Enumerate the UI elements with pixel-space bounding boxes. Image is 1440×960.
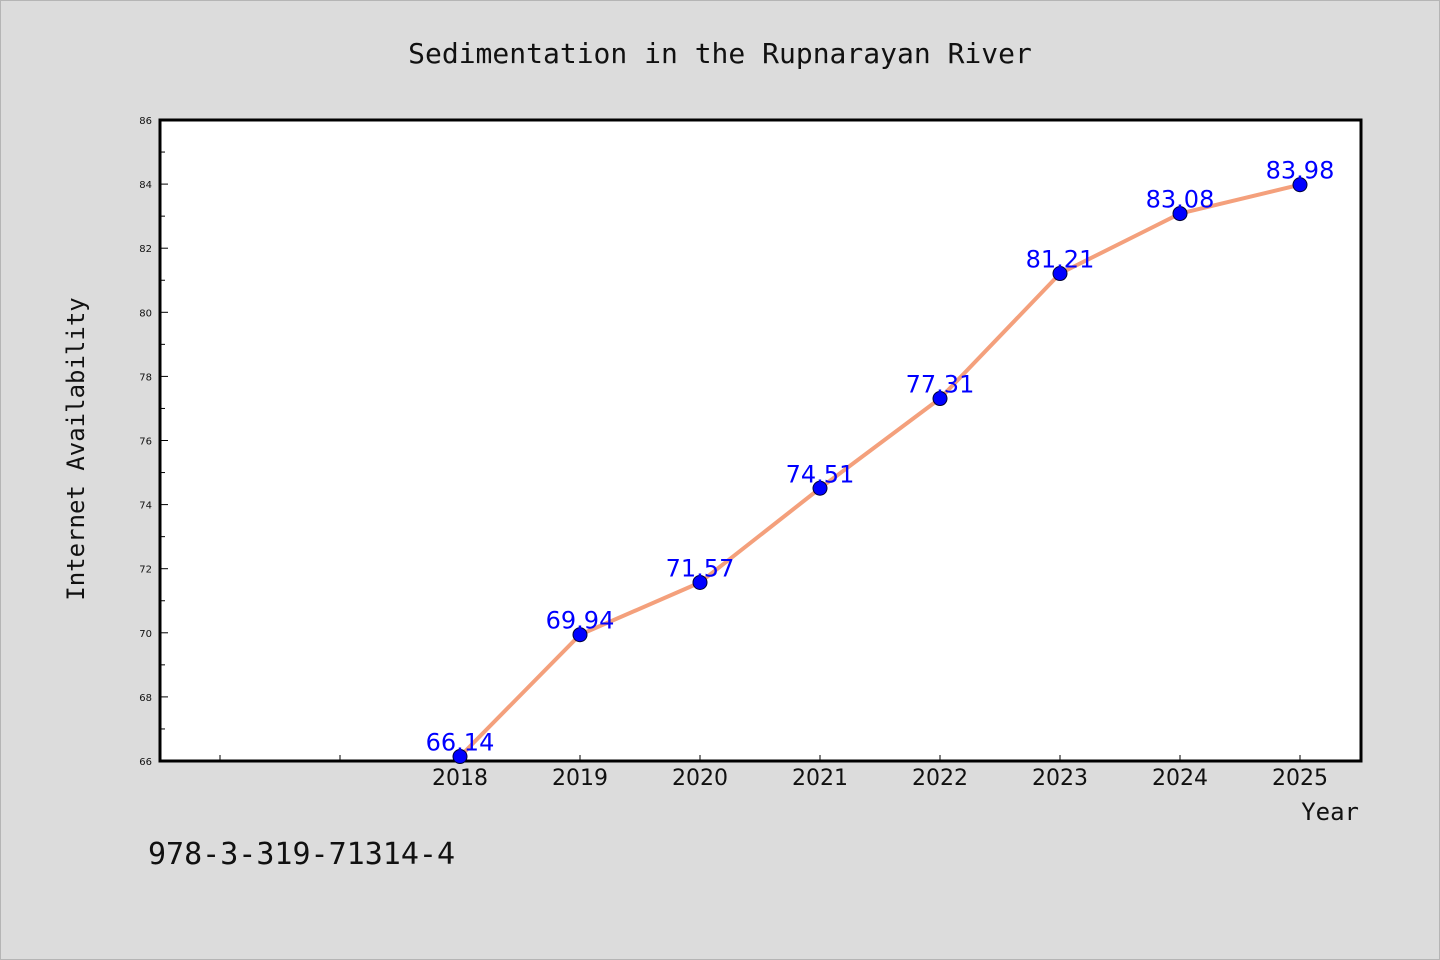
x-tick-label: 2019 xyxy=(552,766,608,791)
data-label: 81.21 xyxy=(1026,246,1095,274)
data-point xyxy=(692,574,708,590)
x-axis-ticks: 2018 2019 2020 2021 2022 2023 2024 2025 xyxy=(219,755,1328,791)
data-point xyxy=(572,627,588,643)
series-group xyxy=(452,177,1308,765)
y-tick-label: 70 xyxy=(139,629,152,640)
y-tick-label: 76 xyxy=(139,437,152,448)
y-tick-label: 74 xyxy=(139,501,152,512)
plot-area xyxy=(158,118,1363,763)
chart-title: Sedimentation in the Rupnarayan River xyxy=(408,37,1032,70)
y-tick-label: 72 xyxy=(139,565,152,576)
data-label: 77.31 xyxy=(906,371,975,399)
y-tick-label: 68 xyxy=(139,693,152,704)
data-label: 66.14 xyxy=(426,729,495,757)
y-axis-ticks: 66 68 70 72 74 76 78 80 82 84 86 xyxy=(139,116,168,768)
y-tick-label: 66 xyxy=(139,757,152,768)
x-tick-label: 2024 xyxy=(1152,766,1208,791)
series-line xyxy=(458,182,1301,758)
footnote-isbn: 978-3-319-71314-4 xyxy=(148,837,455,872)
data-point xyxy=(812,480,828,496)
x-axis-label: Year xyxy=(1301,798,1359,826)
data-point xyxy=(1172,206,1188,222)
x-tick-label: 2023 xyxy=(1032,766,1088,791)
x-tick-label: 2018 xyxy=(432,766,488,791)
y-axis-label: Internet Availability xyxy=(62,297,90,600)
x-tick-label: 2021 xyxy=(792,766,848,791)
x-tick-label: 2022 xyxy=(912,766,968,791)
data-point xyxy=(452,749,468,765)
data-label: 69.94 xyxy=(546,607,615,635)
data-label: 83.98 xyxy=(1266,157,1335,185)
data-label: 71.57 xyxy=(666,554,735,582)
y-tick-label: 80 xyxy=(139,308,152,319)
data-point xyxy=(1292,177,1308,193)
y-tick-label: 84 xyxy=(139,180,152,191)
data-label: 83.08 xyxy=(1146,186,1215,214)
x-tick-label: 2020 xyxy=(672,766,728,791)
x-tick-label: 2025 xyxy=(1272,766,1328,791)
data-point xyxy=(932,391,948,407)
data-point xyxy=(1052,266,1068,282)
y-tick-label: 82 xyxy=(139,244,152,255)
data-labels-group: 66.14 69.94 71.57 74.51 77.31 81.21 83.08 83.98 xyxy=(426,157,1335,757)
y-tick-label: 86 xyxy=(139,116,152,127)
data-label: 74.51 xyxy=(786,460,855,488)
y-tick-label: 78 xyxy=(139,372,152,383)
